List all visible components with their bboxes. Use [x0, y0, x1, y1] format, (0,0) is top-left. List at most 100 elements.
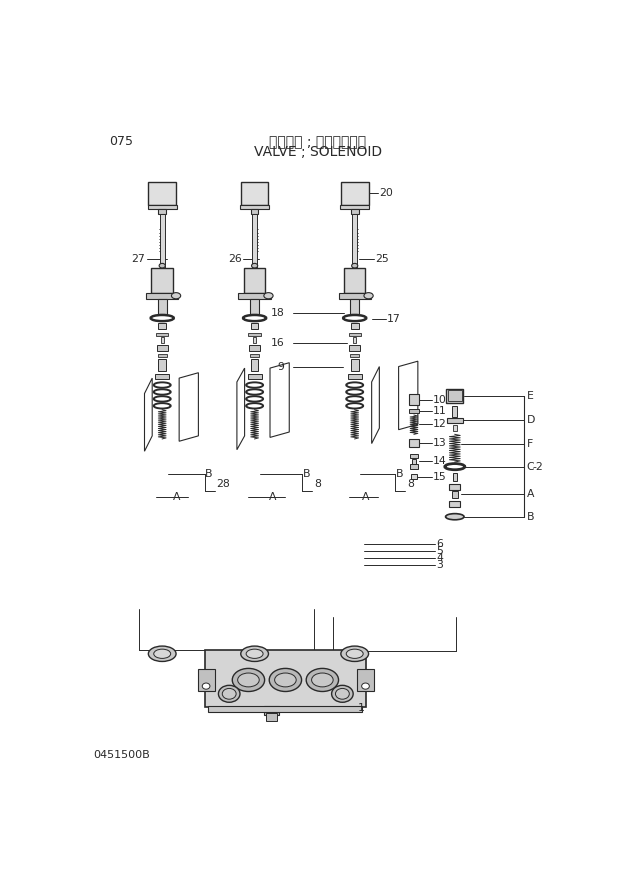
Bar — [252, 214, 257, 268]
Text: 0451500B: 0451500B — [93, 751, 150, 760]
Bar — [450, 500, 460, 506]
Ellipse shape — [275, 673, 296, 687]
Bar — [410, 454, 418, 458]
Ellipse shape — [306, 669, 339, 691]
Bar — [266, 713, 277, 721]
Bar — [205, 650, 366, 707]
Bar — [157, 345, 167, 351]
Text: 8: 8 — [407, 478, 414, 489]
Ellipse shape — [346, 650, 363, 658]
Bar — [157, 354, 167, 357]
Bar — [409, 439, 419, 447]
Ellipse shape — [361, 683, 370, 689]
Ellipse shape — [237, 673, 259, 687]
Text: 15: 15 — [433, 471, 447, 482]
Text: 28: 28 — [216, 478, 230, 489]
Bar — [340, 205, 370, 210]
Text: 9: 9 — [278, 361, 285, 372]
Ellipse shape — [269, 669, 301, 691]
Bar — [250, 299, 259, 314]
Text: 16: 16 — [271, 339, 285, 348]
Bar — [453, 473, 457, 480]
Ellipse shape — [252, 264, 258, 268]
Text: 20: 20 — [379, 189, 393, 198]
Text: F: F — [526, 438, 533, 449]
Bar — [453, 406, 457, 416]
Text: 12: 12 — [433, 419, 447, 430]
Text: A: A — [362, 492, 370, 503]
Bar — [410, 464, 418, 469]
Text: 075: 075 — [109, 135, 133, 148]
Bar — [146, 292, 179, 299]
Bar — [158, 210, 166, 214]
Text: D: D — [526, 416, 535, 425]
Text: 14: 14 — [433, 457, 447, 466]
Bar — [447, 418, 463, 423]
Ellipse shape — [222, 689, 236, 699]
Ellipse shape — [332, 685, 353, 702]
Ellipse shape — [232, 669, 265, 691]
Bar — [348, 333, 361, 336]
Bar — [351, 210, 358, 214]
Bar — [160, 214, 164, 268]
Ellipse shape — [264, 292, 273, 299]
Bar — [208, 706, 363, 712]
Bar — [349, 345, 360, 351]
Bar — [241, 182, 268, 205]
Bar — [250, 210, 259, 214]
Text: 11: 11 — [433, 406, 447, 416]
Bar — [350, 354, 360, 357]
Text: 3: 3 — [436, 560, 443, 570]
Text: 26: 26 — [228, 254, 242, 264]
Bar — [351, 359, 358, 371]
Ellipse shape — [148, 646, 176, 662]
Bar — [250, 323, 259, 329]
Text: 4: 4 — [436, 553, 443, 562]
Bar — [250, 359, 259, 371]
Bar — [409, 395, 419, 405]
Ellipse shape — [352, 264, 358, 268]
Text: 25: 25 — [376, 254, 389, 264]
Bar — [357, 670, 374, 691]
Bar — [253, 337, 256, 343]
Text: バルブ゛ ; ソレノイド゛: バルブ゛ ; ソレノイド゛ — [269, 134, 366, 148]
Text: 10: 10 — [433, 395, 447, 405]
Bar — [249, 345, 260, 351]
Bar — [239, 292, 271, 299]
Bar — [249, 333, 261, 336]
Ellipse shape — [364, 292, 373, 299]
Bar — [351, 323, 358, 329]
Bar — [156, 333, 169, 336]
Bar — [348, 375, 361, 379]
Bar — [264, 706, 279, 715]
Bar — [344, 268, 366, 292]
Bar — [412, 459, 416, 464]
Bar — [148, 205, 177, 210]
Ellipse shape — [446, 513, 464, 519]
Text: B: B — [303, 470, 311, 479]
Bar — [148, 182, 176, 205]
Bar — [157, 299, 167, 314]
Bar — [244, 268, 265, 292]
Bar — [158, 323, 166, 329]
Ellipse shape — [154, 650, 170, 658]
Text: 6: 6 — [436, 539, 443, 548]
Text: VALVE ; SOLENOID: VALVE ; SOLENOID — [254, 146, 382, 160]
Bar — [453, 425, 457, 431]
Text: 18: 18 — [271, 307, 285, 318]
Bar — [240, 205, 269, 210]
Text: B: B — [205, 470, 213, 479]
Ellipse shape — [241, 646, 268, 662]
Bar — [411, 474, 417, 479]
Bar — [198, 670, 215, 691]
Bar — [155, 375, 169, 379]
Text: -2: -2 — [533, 462, 543, 471]
Bar — [151, 268, 173, 292]
Bar — [161, 337, 164, 343]
Ellipse shape — [341, 646, 368, 662]
Bar — [448, 390, 462, 402]
Ellipse shape — [172, 292, 180, 299]
Ellipse shape — [202, 683, 210, 689]
Text: 17: 17 — [387, 313, 401, 324]
Bar — [250, 354, 259, 357]
